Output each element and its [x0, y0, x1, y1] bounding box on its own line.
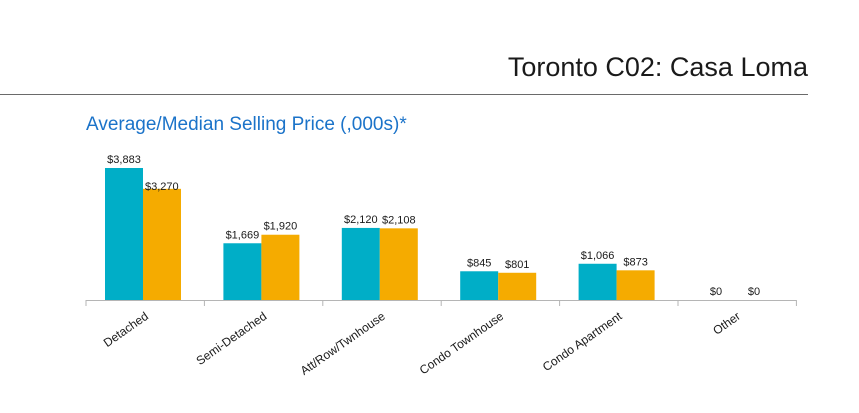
- heading-divider: [0, 94, 808, 95]
- average-price-bar: [578, 263, 617, 300]
- average-price-label: $2,120: [344, 214, 378, 226]
- page-heading: Toronto C02: Casa Loma: [507, 52, 808, 82]
- average-price-label: $1,669: [226, 229, 260, 241]
- median-price-bar: [261, 234, 300, 300]
- median-price-label: $873: [623, 256, 647, 268]
- category-label: Att/Row/Twnhouse: [298, 309, 388, 378]
- average-price-bar: [105, 168, 143, 300]
- category-label: Condo Apartment: [540, 309, 625, 374]
- average-price-label: $845: [467, 257, 491, 269]
- category-label: Semi-Detached: [194, 309, 270, 368]
- category-label: Condo Townhouse: [417, 309, 507, 378]
- average-price-label: $3,883: [107, 154, 141, 166]
- average-price-bar: [341, 227, 380, 300]
- median-price-label: $0: [748, 286, 760, 298]
- median-price-bar: [498, 272, 537, 300]
- average-price-bar: [460, 271, 499, 300]
- median-price-bar: [616, 270, 655, 300]
- average-price-label: $0: [710, 286, 722, 298]
- median-price-bar: [379, 228, 418, 300]
- median-price-label: $1,920: [264, 221, 298, 233]
- median-price-label: $801: [505, 259, 529, 271]
- median-price-label: $2,108: [382, 214, 416, 226]
- category-label: Detached: [101, 309, 151, 350]
- average-price-bar: [223, 243, 262, 300]
- median-price-bar: [143, 188, 181, 300]
- average-price-label: $1,066: [581, 250, 615, 262]
- median-price-label: $3,270: [145, 181, 179, 193]
- category-label: Other: [710, 309, 743, 338]
- chart-title: Average/Median Selling Price (,000s)*: [86, 114, 407, 135]
